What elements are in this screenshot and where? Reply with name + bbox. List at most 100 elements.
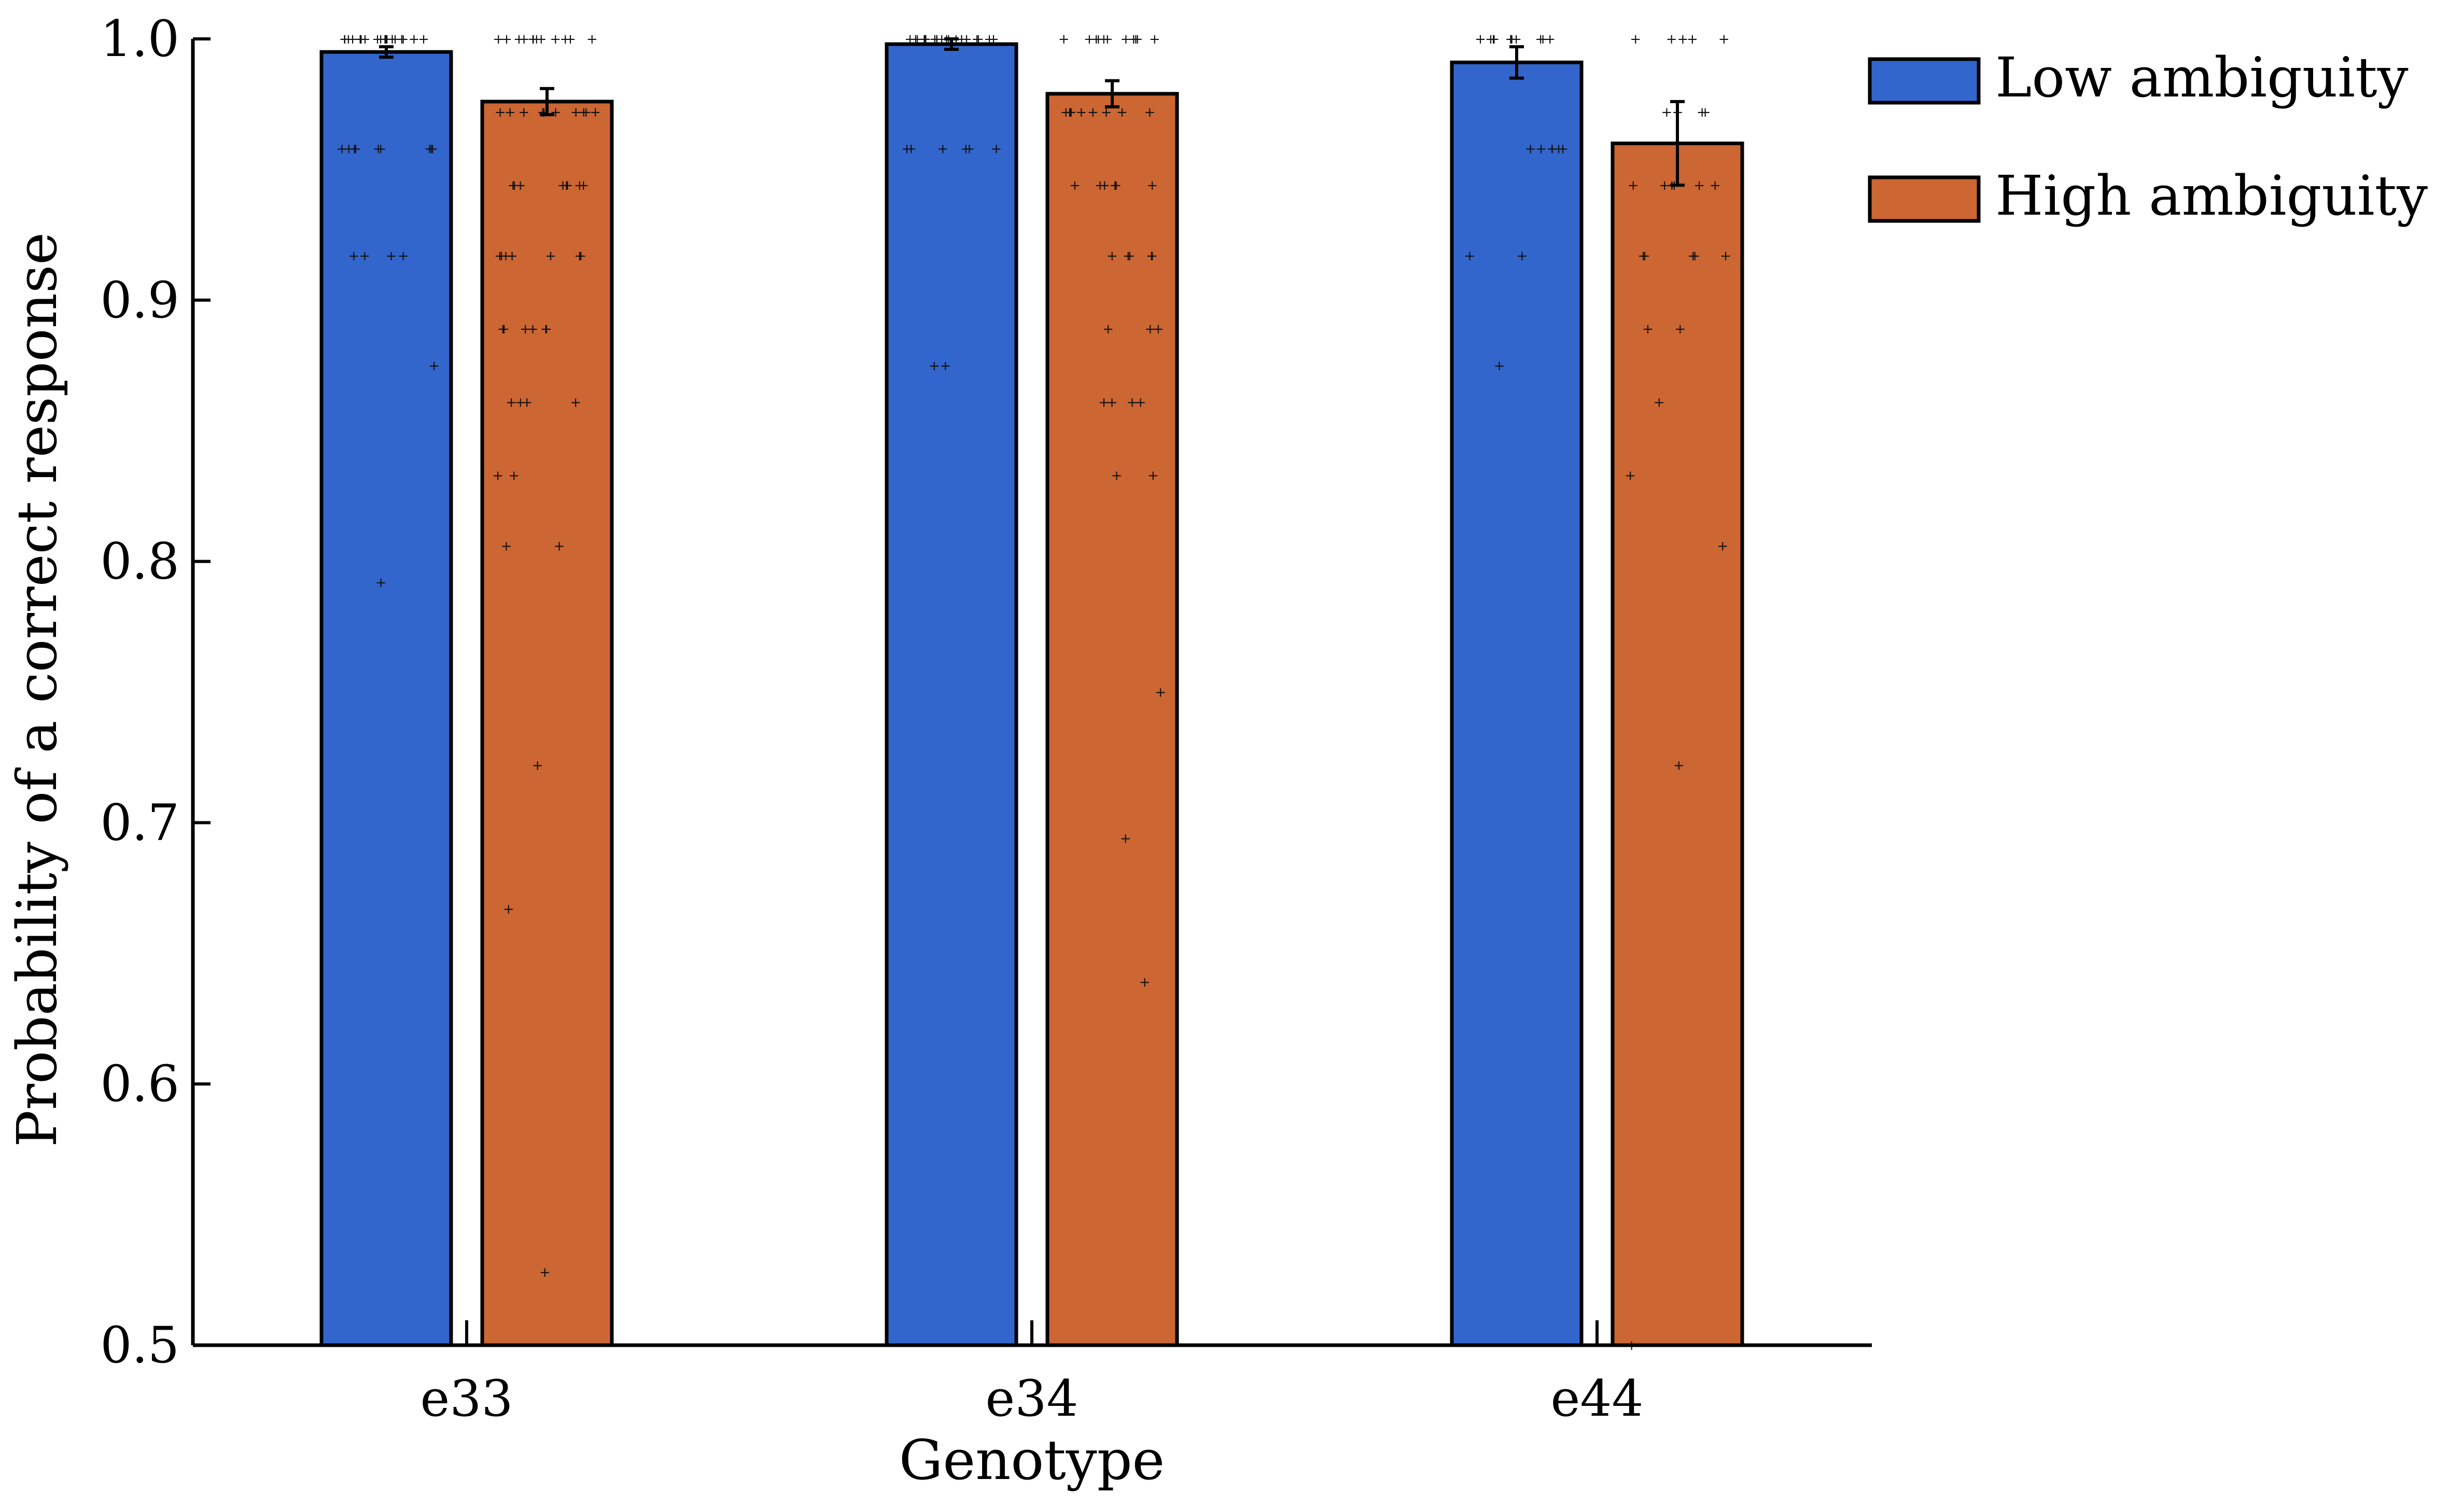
data-point-high-ambiguity-e34: + (1102, 32, 1113, 47)
data-point-high-ambiguity-e44: + (1689, 248, 1701, 264)
data-point-low-ambiguity-e44: + (1535, 142, 1547, 157)
data-point-low-ambiguity-e33: + (339, 32, 351, 47)
data-point-low-ambiguity-e34: + (963, 142, 975, 157)
data-point-low-ambiguity-e34: + (905, 142, 917, 157)
data-point-high-ambiguity-e34: + (1101, 105, 1112, 120)
data-point-high-ambiguity-e34: + (1095, 178, 1106, 193)
data-point-high-ambiguity-e34: + (1109, 178, 1121, 193)
data-point-high-ambiguity-e33: + (501, 538, 512, 554)
data-point-high-ambiguity-e34: + (1111, 468, 1123, 483)
bar-high-ambiguity-e44 (1611, 142, 1744, 1347)
data-point-high-ambiguity-e34: + (1069, 178, 1081, 193)
data-point-high-ambiguity-e33: + (575, 248, 586, 264)
data-point-low-ambiguity-e34: + (920, 32, 931, 47)
data-point-high-ambiguity-e33: + (540, 322, 552, 337)
data-point-low-ambiguity-e44: + (1546, 142, 1558, 157)
data-point-low-ambiguity-e33: + (375, 32, 386, 47)
bar-high-ambiguity-e33 (480, 100, 614, 1347)
data-point-low-ambiguity-e44: + (1525, 142, 1536, 157)
data-point-high-ambiguity-e34: + (1076, 105, 1087, 120)
legend-label-high-ambiguity: High ambiguity (1995, 164, 2428, 228)
data-point-low-ambiguity-e33: + (375, 142, 387, 157)
data-point-high-ambiguity-e33: + (494, 248, 506, 264)
data-point-high-ambiguity-e44: + (1659, 178, 1670, 193)
data-point-low-ambiguity-e34: + (961, 32, 972, 47)
data-point-low-ambiguity-e44: + (1505, 32, 1516, 47)
data-point-high-ambiguity-e33: + (536, 32, 547, 47)
data-point-high-ambiguity-e44: + (1639, 248, 1650, 264)
data-point-low-ambiguity-e34: + (988, 32, 999, 47)
data-point-high-ambiguity-e33: + (580, 105, 592, 120)
data-point-high-ambiguity-e34: + (1146, 178, 1158, 193)
data-point-high-ambiguity-e33: + (507, 248, 518, 264)
data-point-high-ambiguity-e44: + (1625, 468, 1636, 483)
data-point-high-ambiguity-e44: + (1700, 105, 1711, 120)
data-point-high-ambiguity-e33: + (513, 32, 525, 47)
data-point-low-ambiguity-e44: + (1464, 248, 1476, 264)
data-point-high-ambiguity-e33: + (521, 395, 533, 410)
data-point-high-ambiguity-e33: + (507, 178, 519, 193)
data-point-high-ambiguity-e33: + (501, 32, 512, 47)
ticks-layer: 0.5 0.6 0.7 0.8 0.9 1.0 e33 e34 e44 (100, 10, 1643, 1428)
data-point-low-ambiguity-e34: + (904, 32, 916, 47)
data-point-high-ambiguity-e33: + (500, 248, 512, 264)
data-point-high-ambiguity-e33: + (496, 248, 507, 264)
data-point-low-ambiguity-e44: + (1506, 32, 1518, 47)
data-point-high-ambiguity-e33: + (554, 538, 565, 554)
data-point-high-ambiguity-e33: + (515, 178, 526, 193)
data-point-low-ambiguity-e33: + (347, 32, 358, 47)
data-point-low-ambiguity-e33: + (386, 248, 397, 264)
data-point-high-ambiguity-e33: + (545, 248, 556, 264)
data-point-high-ambiguity-e34: + (1058, 32, 1070, 47)
data-point-high-ambiguity-e33: + (527, 322, 539, 337)
data-point-high-ambiguity-e34: + (1155, 685, 1166, 701)
legend-swatch-low-ambiguity (1868, 57, 1981, 105)
data-point-low-ambiguity-e33: + (380, 32, 391, 47)
data-point-high-ambiguity-e33: + (531, 32, 542, 47)
data-point-low-ambiguity-e34: + (929, 358, 940, 374)
data-point-high-ambiguity-e33: + (506, 395, 517, 410)
data-point-high-ambiguity-e34: + (1123, 248, 1134, 264)
data-point-high-ambiguity-e44: + (1693, 178, 1705, 193)
data-point-low-ambiguity-e33: + (349, 142, 360, 157)
data-point-high-ambiguity-e33: + (519, 32, 530, 47)
data-point-high-ambiguity-e34: + (1090, 32, 1102, 47)
data-point-low-ambiguity-e34: + (956, 32, 968, 47)
data-point-low-ambiguity-e33: + (355, 32, 367, 47)
bar-low-ambiguity-e34 (885, 42, 1018, 1347)
data-point-high-ambiguity-e34: + (1060, 105, 1072, 120)
data-point-high-ambiguity-e34: + (1132, 32, 1143, 47)
data-point-low-ambiguity-e44: + (1544, 32, 1556, 47)
data-point-high-ambiguity-e34: + (1139, 975, 1151, 990)
data-point-high-ambiguity-e33: + (518, 105, 529, 120)
data-point-low-ambiguity-e33: + (389, 32, 401, 47)
data-point-high-ambiguity-e44: + (1666, 32, 1677, 47)
data-point-high-ambiguity-e34: + (1065, 105, 1076, 120)
data-point-high-ambiguity-e34: + (1128, 32, 1139, 47)
data-point-low-ambiguity-e33: + (424, 142, 436, 157)
data-point-high-ambiguity-e34: + (1144, 105, 1156, 120)
data-point-high-ambiguity-e44: + (1687, 248, 1699, 264)
data-point-low-ambiguity-e34: + (971, 32, 983, 47)
data-point-low-ambiguity-e34: + (973, 32, 984, 47)
data-point-high-ambiguity-e33: + (570, 395, 581, 410)
data-point-high-ambiguity-e33: + (503, 902, 514, 917)
data-point-high-ambiguity-e34: + (1111, 178, 1122, 193)
data-point-low-ambiguity-e34: + (919, 32, 930, 47)
data-point-high-ambiguity-e33: + (570, 105, 582, 120)
data-point-high-ambiguity-e33: + (532, 758, 543, 774)
data-point-low-ambiguity-e34: + (929, 32, 941, 47)
y-tick-label: 0.8 (100, 533, 179, 591)
data-point-low-ambiguity-e34: + (960, 142, 972, 157)
data-point-low-ambiguity-e44: + (1510, 32, 1522, 47)
data-point-low-ambiguity-e33: + (381, 32, 393, 47)
data-point-low-ambiguity-e33: + (396, 32, 408, 47)
bars-layer (319, 42, 1744, 1347)
data-point-high-ambiguity-e33: + (495, 105, 506, 120)
data-point-low-ambiguity-e44: + (1535, 32, 1546, 47)
data-point-low-ambiguity-e44: + (1516, 248, 1528, 264)
data-point-high-ambiguity-e33: + (493, 32, 504, 47)
legend-swatch-high-ambiguity (1868, 175, 1981, 223)
data-point-high-ambiguity-e33: + (505, 105, 516, 120)
data-point-high-ambiguity-e44: + (1718, 32, 1730, 47)
